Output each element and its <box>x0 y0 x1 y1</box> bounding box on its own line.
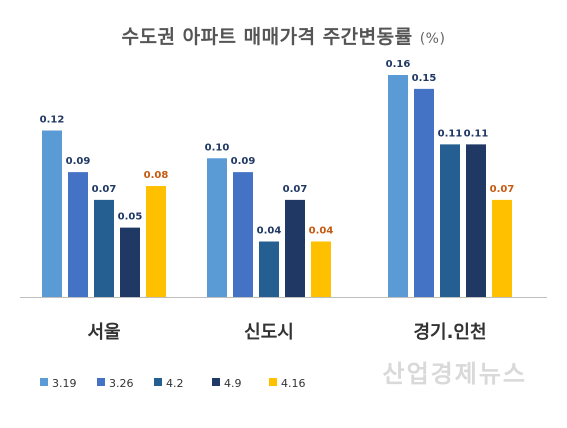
legend-item-label: 3.19 <box>52 377 77 390</box>
bar-3-4-16 <box>492 199 512 297</box>
legend-swatch <box>212 378 220 386</box>
bar-2-4-2 <box>259 241 279 297</box>
category-label: 서울 <box>87 322 120 343</box>
data-label: 0.12 <box>40 115 65 126</box>
data-label: 0.07 <box>92 184 117 195</box>
bar-2-4-16 <box>311 241 331 297</box>
bar-3-3-19 <box>388 75 408 297</box>
category-label: 경기.인천 <box>413 322 486 343</box>
bar-1-4-9 <box>120 227 140 297</box>
bar-1-3-19 <box>42 130 62 297</box>
category-label: 신도시 <box>244 322 294 343</box>
bar-3-4-2 <box>440 144 460 297</box>
bar-3-4-9 <box>466 144 486 297</box>
data-label: 0.08 <box>144 170 169 181</box>
legend-item-label: 4.9 <box>224 377 242 390</box>
legend-item-label: 4.2 <box>166 377 184 390</box>
legend-swatch <box>154 378 162 386</box>
data-label: 0.07 <box>283 184 308 195</box>
bar-2-4-9 <box>285 199 305 297</box>
data-label: 0.05 <box>118 212 143 223</box>
legend-swatch <box>40 378 48 386</box>
chart-unit: (%) <box>419 31 446 47</box>
data-label: 0.11 <box>464 128 489 139</box>
legend-swatch <box>269 378 277 386</box>
data-label: 0.07 <box>490 184 515 195</box>
data-label: 0.04 <box>309 226 334 237</box>
bar-3-3-26 <box>414 88 434 297</box>
legend-swatch <box>97 378 105 386</box>
data-label: 0.09 <box>66 156 91 167</box>
data-label: 0.04 <box>257 226 282 237</box>
data-label: 0.16 <box>386 59 411 70</box>
chart-title-text: 수도권 아파트 매매가격 주간변동률 <box>121 26 413 48</box>
bar-1-4-16 <box>146 186 166 297</box>
data-label: 0.10 <box>205 142 230 153</box>
bar-2-3-26 <box>233 172 253 297</box>
bar-2-3-19 <box>207 158 227 297</box>
data-label: 0.11 <box>438 128 463 139</box>
data-label: 0.09 <box>231 156 256 167</box>
watermark-logo: 산업경제뉴스 <box>382 360 527 388</box>
chart-title: 수도권 아파트 매매가격 주간변동률 (%) <box>0 22 567 49</box>
bar-1-3-26 <box>68 172 88 297</box>
data-label: 0.15 <box>412 73 437 84</box>
legend-item-label: 3.26 <box>109 377 134 390</box>
legend-item-label: 4.16 <box>281 377 306 390</box>
bar-1-4-2 <box>94 199 114 297</box>
